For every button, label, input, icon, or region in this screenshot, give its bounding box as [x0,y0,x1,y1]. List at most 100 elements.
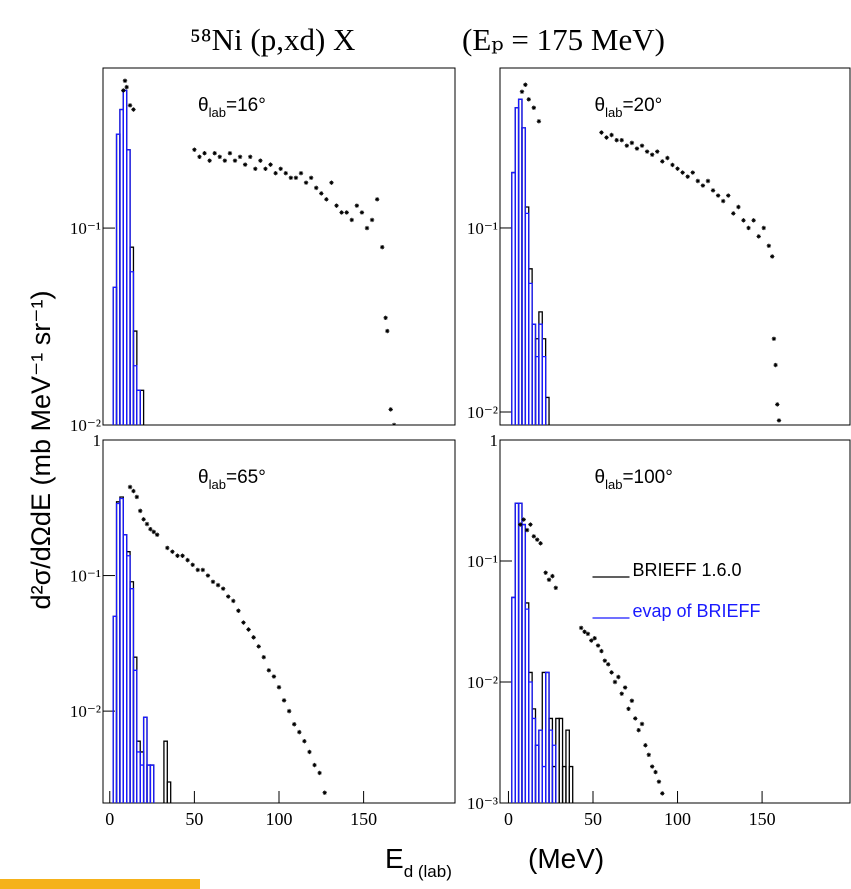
panel-annotation: θlab=100° [595,467,673,492]
data-point [726,193,731,198]
data-point [232,158,238,163]
y-tick-label: 10⁻³ [467,794,498,813]
data-point [646,752,651,758]
data-point [543,570,548,575]
panel-annotation: θlab=16° [198,95,266,120]
data-point [329,180,334,185]
annotation-text: =20° [622,95,662,116]
data-point [364,225,370,231]
data-point [302,738,307,744]
y-tick-label: 10⁻¹ [467,552,498,571]
data-point [200,567,206,573]
data-point [359,210,365,215]
y-tick-label: 10⁻¹ [70,219,101,238]
data-point [534,537,540,542]
data-point [633,716,638,721]
data-point [521,517,526,522]
data-point [205,573,211,578]
data-point [665,155,670,161]
data-point [536,119,542,124]
data-point [190,562,195,568]
data-point [609,670,614,675]
data-point [124,84,129,90]
histogram-bin [551,744,557,803]
annotation-text: =65° [226,467,266,488]
data-point [212,151,217,156]
data-point [746,225,751,231]
data-point [756,234,761,239]
x-tick-label: 0 [105,809,114,829]
data-point [629,698,635,703]
data-point [604,135,609,140]
data-point [148,526,153,532]
histogram-bin [136,389,141,425]
legend-label: evap of BRIEFF [633,601,761,621]
data-point [231,598,236,604]
data-point [766,243,772,249]
data-point [660,791,665,796]
data-point [531,534,537,539]
data-point [242,162,248,167]
data-point [215,582,221,588]
data-point [643,743,648,748]
data-point [322,790,327,795]
panel-annotation: θlab=65° [198,467,266,492]
data-point [180,553,185,558]
y-axis-label: d²σ/dΩdE (mb MeV⁻¹ sr⁻¹) [26,291,56,610]
data-point [263,166,268,171]
data-point [775,402,780,407]
data-point [195,567,200,573]
histogram-bin [568,765,574,803]
data-point [649,152,655,157]
x-label-symbol: E [385,843,404,874]
data-point [281,698,287,703]
data-point [629,140,635,146]
data-point [261,654,266,660]
data-point [253,166,258,171]
data-point [175,553,180,558]
plot-frame [499,439,851,804]
annotation-symbol: θ [595,467,606,488]
y-tick-label: 10⁻² [70,702,101,721]
data-point [741,218,746,223]
data-point [288,175,294,181]
data-point [675,166,680,171]
panel: 1 10⁻¹ 10⁻² 10⁻³ 0 50 100 150 θlab=100° BRIEFF 1.… [467,431,851,829]
data-point [246,627,251,632]
data-point [197,154,202,160]
data-point [624,143,630,148]
y-tick-label: 10⁻² [467,403,498,422]
data-point [314,185,319,191]
data-point [303,180,309,185]
data-point [518,522,523,527]
data-point [241,620,246,625]
data-point [685,174,690,179]
data-point [589,638,594,643]
x-tick-label: 50 [584,809,602,829]
data-point [220,586,226,591]
x-axis-label: Ed (lab) [385,843,452,881]
annotation-text: =16° [226,95,266,116]
data-point [131,107,136,112]
data-point [736,204,741,210]
y-tick-label: 10⁻² [467,673,498,692]
data-point [751,218,756,223]
data-point [553,585,558,591]
data-point [131,488,136,494]
data-point [528,522,533,527]
data-point [286,708,292,714]
data-point [612,679,618,685]
data-point [185,557,190,563]
data-layer [511,502,665,803]
x-tick-label: 0 [504,809,513,829]
x-tick-label: 150 [749,809,776,829]
data-point [649,764,655,769]
data-point [170,549,175,554]
y-tick-label: 10⁻¹ [467,219,498,238]
data-point [122,78,128,83]
data-point [308,175,314,181]
data-point [592,636,597,641]
histogram-bin [129,271,135,425]
data-layer [112,78,397,425]
data-point [653,769,658,775]
